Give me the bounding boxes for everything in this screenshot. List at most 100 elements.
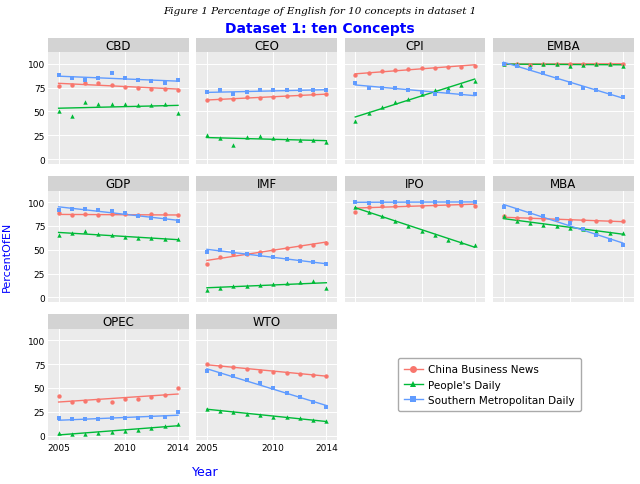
Point [564, 220, 575, 227]
Point [215, 407, 225, 415]
Point [268, 413, 278, 421]
Point [443, 199, 453, 207]
Point [282, 369, 292, 377]
Point [443, 85, 453, 92]
Point [120, 210, 130, 218]
Point [456, 201, 467, 209]
Point [499, 213, 509, 221]
Point [67, 205, 77, 213]
Text: CBD: CBD [106, 40, 131, 52]
Point [173, 408, 183, 416]
Point [364, 70, 374, 78]
Point [282, 87, 292, 94]
Point [525, 210, 535, 218]
Point [133, 213, 143, 221]
Point [255, 282, 265, 289]
Point [321, 139, 332, 147]
Point [120, 415, 130, 423]
Point [605, 61, 615, 69]
Point [499, 213, 509, 221]
Point [255, 252, 265, 260]
Point [255, 88, 265, 95]
Point [564, 61, 575, 69]
Point [618, 63, 628, 71]
Point [159, 423, 170, 430]
Point [215, 246, 225, 254]
Point [215, 135, 225, 143]
Point [552, 61, 562, 69]
Bar [48, 39, 189, 53]
Point [294, 394, 305, 402]
Point [242, 90, 252, 97]
Point [403, 199, 413, 207]
Point [147, 102, 157, 109]
Point [255, 95, 265, 103]
Point [215, 285, 225, 292]
Point [538, 61, 548, 69]
Point [377, 68, 387, 76]
Point [390, 85, 400, 92]
Point [147, 215, 157, 223]
Point [228, 91, 239, 99]
Point [173, 212, 183, 220]
Point [417, 90, 427, 97]
Point [578, 62, 588, 70]
Point [443, 201, 453, 209]
Point [470, 202, 480, 210]
Point [133, 415, 143, 423]
Point [512, 61, 522, 69]
Point [308, 242, 318, 249]
Text: Year: Year [191, 465, 218, 478]
Point [255, 379, 265, 387]
Point [552, 216, 562, 224]
Point [294, 92, 305, 100]
Point [107, 428, 117, 436]
Point [228, 283, 239, 290]
Point [133, 235, 143, 242]
Point [54, 392, 64, 400]
Point [202, 405, 212, 413]
Point [470, 91, 480, 99]
Point [578, 217, 588, 225]
Point [470, 242, 480, 249]
Point [215, 96, 225, 104]
Point [93, 212, 104, 220]
Bar [48, 177, 189, 191]
Point [512, 215, 522, 223]
Point [173, 384, 183, 392]
Point [364, 200, 374, 208]
Point [147, 424, 157, 432]
Point [202, 286, 212, 294]
Point [308, 417, 318, 424]
Point [67, 212, 77, 220]
Point [215, 363, 225, 370]
Text: CPI: CPI [406, 40, 424, 52]
Point [525, 220, 535, 227]
Point [499, 61, 509, 69]
Point [499, 203, 509, 211]
Point [282, 414, 292, 422]
Point [202, 248, 212, 256]
Point [173, 236, 183, 243]
Point [618, 94, 628, 102]
Point [429, 199, 440, 207]
Point [80, 99, 90, 106]
Point [512, 218, 522, 226]
Point [133, 85, 143, 92]
Bar [196, 39, 337, 53]
Point [591, 88, 602, 95]
Point [242, 250, 252, 258]
Point [202, 132, 212, 140]
Point [173, 77, 183, 85]
Point [107, 232, 117, 240]
Point [538, 213, 548, 221]
Point [605, 218, 615, 226]
Point [159, 211, 170, 219]
Point [429, 232, 440, 240]
Point [159, 101, 170, 108]
Point [282, 136, 292, 144]
Point [525, 63, 535, 71]
Point [120, 395, 130, 403]
Point [605, 91, 615, 99]
Text: EMBA: EMBA [547, 40, 580, 52]
